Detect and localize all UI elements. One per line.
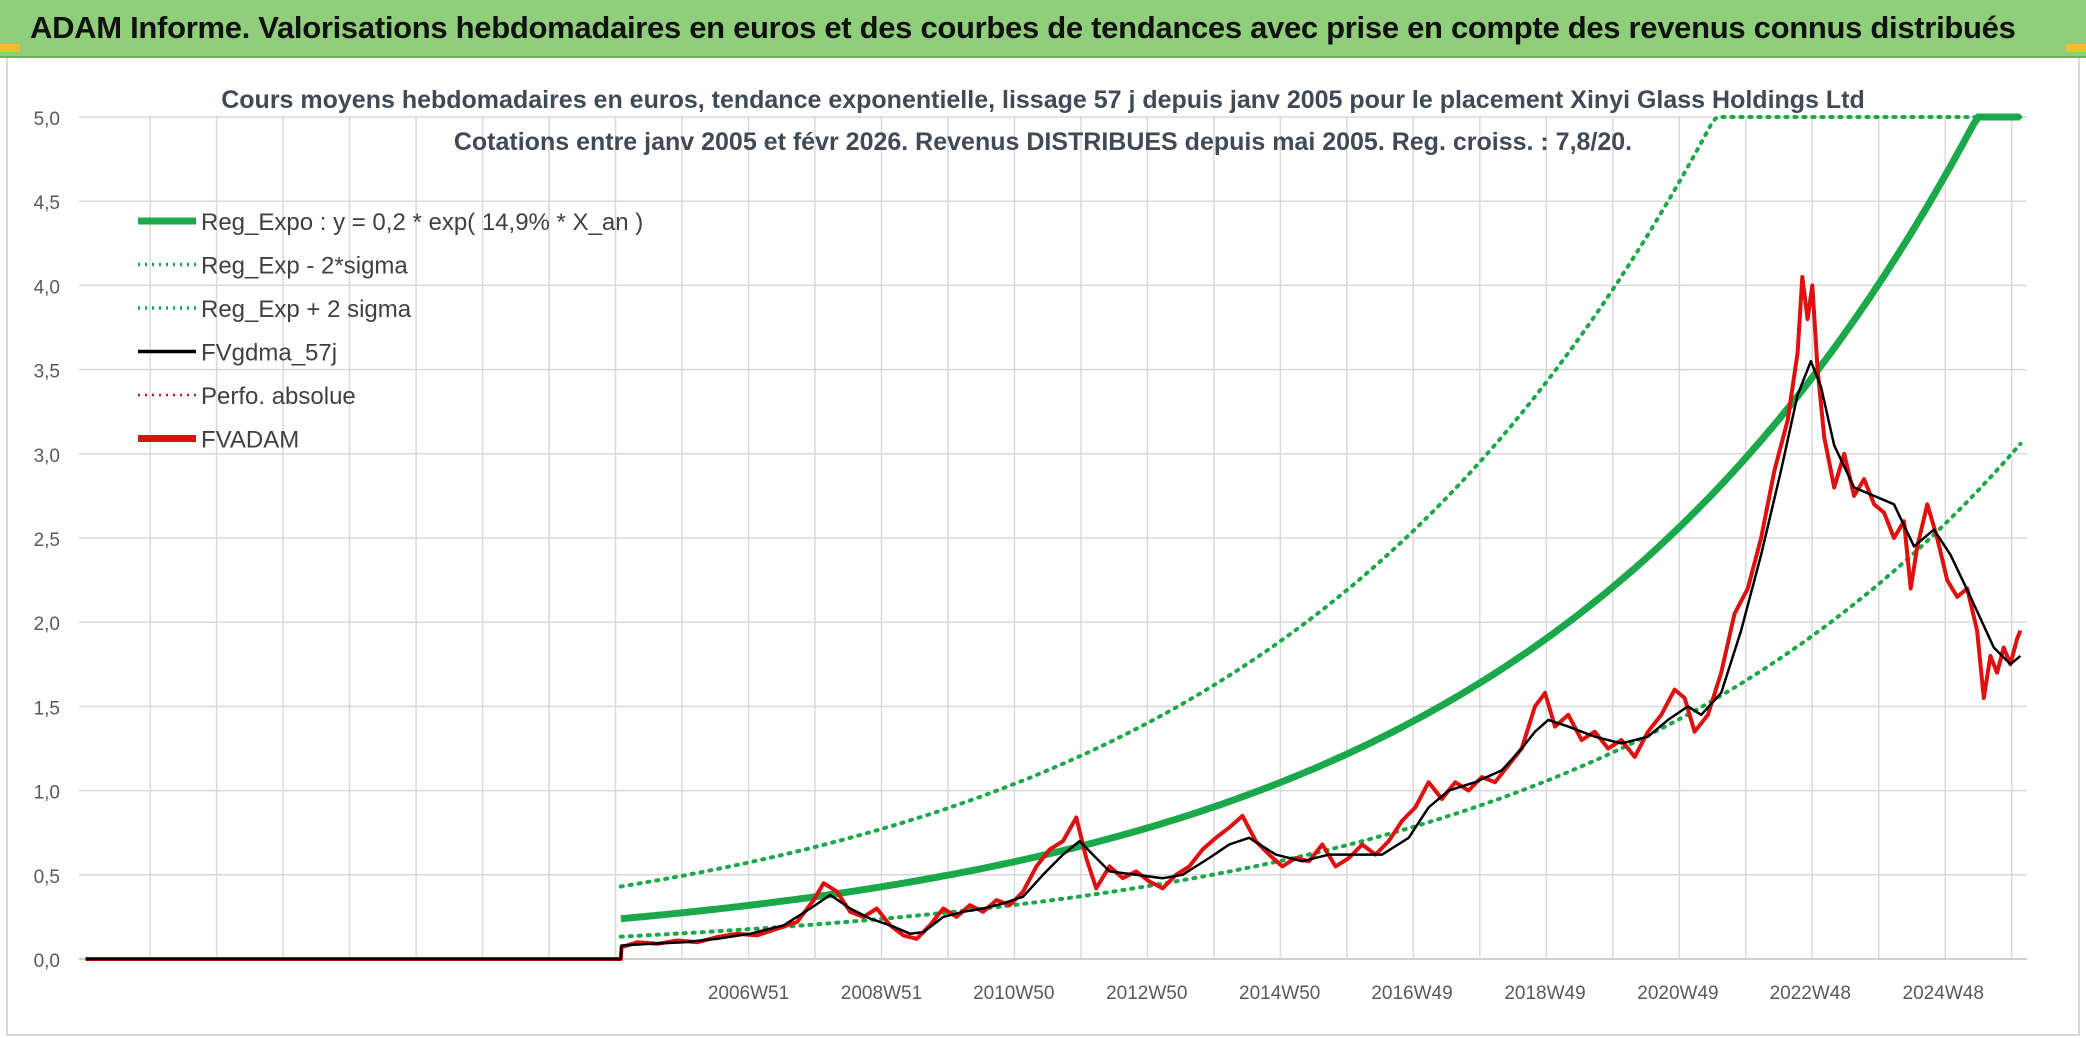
x-tick-label: 2014W50 bbox=[1239, 983, 1320, 1004]
frame-border-bottom bbox=[6, 1034, 2080, 1036]
x-tick-label: 2018W49 bbox=[1504, 983, 1585, 1004]
x-tick-label: 2024W48 bbox=[1903, 983, 1984, 1004]
frame-border-left bbox=[6, 58, 8, 1036]
y-tick-label: 1,5 bbox=[34, 698, 60, 719]
y-tick-label: 3,5 bbox=[34, 362, 60, 383]
x-tick-label: 2010W50 bbox=[973, 983, 1054, 1004]
y-tick-label: 3,0 bbox=[34, 446, 60, 467]
trend-line bbox=[620, 113, 2021, 923]
report-title: ADAM Informe. Valorisations hebdomadaire… bbox=[30, 10, 2016, 45]
chart-subtitle: Cotations entre janv 2005 et févr 2026. … bbox=[454, 128, 1632, 156]
y-tick-label: 2,0 bbox=[34, 614, 60, 635]
trend-lower-band bbox=[618, 441, 2023, 939]
y-tick-label: 0,0 bbox=[34, 951, 60, 972]
report-header: ADAM Informe. Valorisations hebdomadaire… bbox=[0, 0, 2086, 58]
legend-label: Reg_Exp + 2 sigma bbox=[201, 296, 412, 323]
x-tick-label: 2020W49 bbox=[1637, 983, 1718, 1004]
y-tick-label: 0,5 bbox=[34, 867, 60, 888]
trend-upper-band bbox=[618, 115, 2023, 889]
x-tick-label: 2022W48 bbox=[1770, 983, 1851, 1004]
chart-legend: Reg_Expo : y = 0,2 * exp( 14,9% * X_an )… bbox=[138, 209, 643, 454]
y-tick-label: 5,0 bbox=[34, 109, 60, 130]
x-tick-label: 2016W49 bbox=[1371, 983, 1452, 1004]
chart-title: Cours moyens hebdomadaires en euros, ten… bbox=[221, 86, 1865, 114]
fvgdma-line bbox=[85, 359, 2022, 961]
y-tick-label: 4,5 bbox=[34, 193, 60, 214]
y-tick-label: 1,0 bbox=[34, 783, 60, 804]
x-tick-label: 2012W50 bbox=[1106, 983, 1187, 1004]
x-tick-label: 2008W51 bbox=[841, 983, 922, 1004]
corner-accent-right bbox=[2066, 44, 2086, 52]
legend-label: Perfo. absolue bbox=[201, 383, 356, 410]
legend-label: FVgdma_57j bbox=[201, 340, 337, 367]
corner-accent-left bbox=[0, 44, 20, 52]
fvadam-line bbox=[85, 275, 2023, 961]
legend-label: Reg_Exp - 2*sigma bbox=[201, 253, 408, 280]
legend-label: FVADAM bbox=[201, 427, 299, 454]
legend-label: Reg_Expo : y = 0,2 * exp( 14,9% * X_an ) bbox=[201, 209, 643, 236]
x-tick-label: 2006W51 bbox=[708, 983, 789, 1004]
y-tick-label: 2,5 bbox=[34, 530, 60, 551]
frame-border-right bbox=[2078, 58, 2080, 1036]
y-tick-label: 4,0 bbox=[34, 277, 60, 298]
